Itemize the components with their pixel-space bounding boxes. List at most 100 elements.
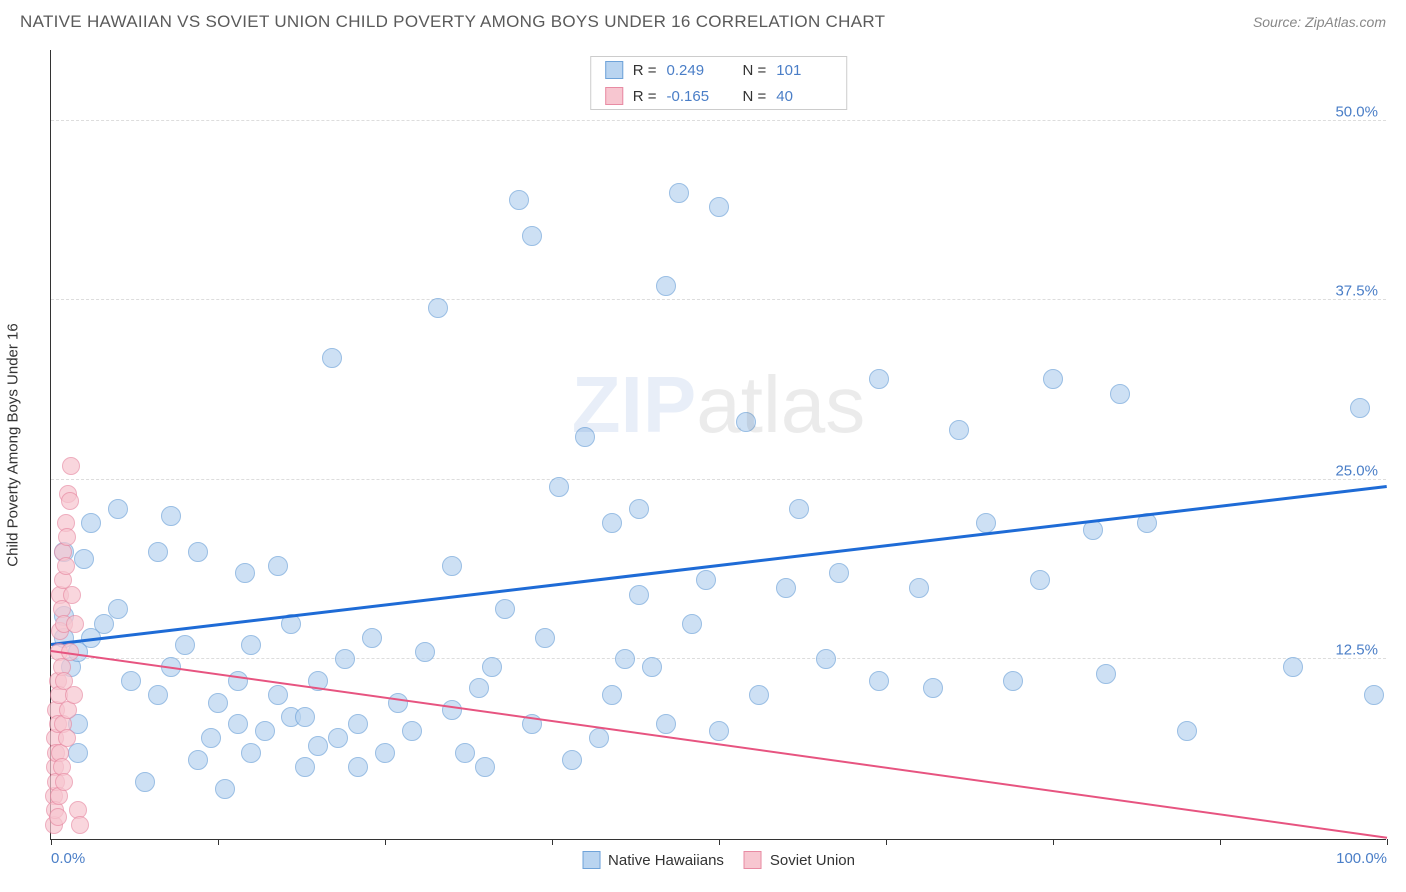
data-point bbox=[589, 728, 609, 748]
data-point bbox=[909, 578, 929, 598]
data-point bbox=[642, 657, 662, 677]
data-point bbox=[71, 816, 89, 834]
x-tick bbox=[51, 839, 52, 845]
data-point bbox=[1043, 369, 1063, 389]
data-point bbox=[475, 757, 495, 777]
data-point bbox=[602, 513, 622, 533]
data-point bbox=[682, 614, 702, 634]
legend-item: Soviet Union bbox=[744, 851, 855, 869]
data-point bbox=[669, 183, 689, 203]
data-point bbox=[776, 578, 796, 598]
data-point bbox=[121, 671, 141, 691]
data-point bbox=[66, 615, 84, 633]
data-point bbox=[869, 671, 889, 691]
data-point bbox=[63, 586, 81, 604]
data-point bbox=[175, 635, 195, 655]
data-point bbox=[135, 772, 155, 792]
data-point bbox=[656, 714, 676, 734]
legend-label: Native Hawaiians bbox=[608, 852, 724, 869]
x-tick bbox=[1220, 839, 1221, 845]
data-point bbox=[1096, 664, 1116, 684]
data-point bbox=[57, 557, 75, 575]
y-tick-label: 12.5% bbox=[1335, 642, 1378, 659]
data-point bbox=[241, 635, 261, 655]
data-point bbox=[1110, 384, 1130, 404]
data-point bbox=[61, 492, 79, 510]
data-point bbox=[709, 721, 729, 741]
data-point bbox=[402, 721, 422, 741]
data-point bbox=[161, 506, 181, 526]
data-point bbox=[442, 700, 462, 720]
data-point bbox=[322, 348, 342, 368]
data-point bbox=[469, 678, 489, 698]
y-tick-label: 37.5% bbox=[1335, 283, 1378, 300]
data-point bbox=[108, 599, 128, 619]
data-point bbox=[49, 808, 67, 826]
data-point bbox=[228, 671, 248, 691]
data-point bbox=[235, 563, 255, 583]
gridline bbox=[51, 120, 1386, 121]
data-point bbox=[522, 226, 542, 246]
data-point bbox=[415, 642, 435, 662]
data-point bbox=[58, 528, 76, 546]
data-point bbox=[58, 729, 76, 747]
data-point bbox=[789, 499, 809, 519]
x-tick bbox=[385, 839, 386, 845]
data-point bbox=[362, 628, 382, 648]
data-point bbox=[709, 197, 729, 217]
data-point bbox=[328, 728, 348, 748]
data-point bbox=[829, 563, 849, 583]
data-point bbox=[255, 721, 275, 741]
y-axis-label: Child Poverty Among Boys Under 16 bbox=[5, 323, 22, 566]
legend-item: Native Hawaiians bbox=[582, 851, 724, 869]
data-point bbox=[869, 369, 889, 389]
gridline bbox=[51, 658, 1386, 659]
data-point bbox=[602, 685, 622, 705]
legend-swatch bbox=[582, 851, 600, 869]
chart-header: NATIVE HAWAIIAN VS SOVIET UNION CHILD PO… bbox=[0, 0, 1406, 40]
r-label: R = bbox=[633, 62, 657, 79]
data-point bbox=[241, 743, 261, 763]
gridline bbox=[51, 299, 1386, 300]
data-point bbox=[575, 427, 595, 447]
legend-swatch bbox=[744, 851, 762, 869]
x-tick bbox=[719, 839, 720, 845]
watermark: ZIPatlas bbox=[572, 359, 865, 451]
data-point bbox=[375, 743, 395, 763]
data-point bbox=[1350, 398, 1370, 418]
x-tick bbox=[1053, 839, 1054, 845]
data-point bbox=[428, 298, 448, 318]
legend-swatch bbox=[605, 61, 623, 79]
legend-row: R =0.249N =101 bbox=[591, 57, 847, 83]
data-point bbox=[295, 707, 315, 727]
x-tick bbox=[218, 839, 219, 845]
data-point bbox=[74, 549, 94, 569]
data-point bbox=[308, 736, 328, 756]
data-point bbox=[949, 420, 969, 440]
x-tick bbox=[1387, 839, 1388, 845]
data-point bbox=[268, 685, 288, 705]
data-point bbox=[549, 477, 569, 497]
data-point bbox=[65, 686, 83, 704]
n-value: 40 bbox=[776, 88, 832, 105]
data-point bbox=[1283, 657, 1303, 677]
y-tick-label: 50.0% bbox=[1335, 103, 1378, 120]
x-tick bbox=[886, 839, 887, 845]
data-point bbox=[629, 585, 649, 605]
x-tick bbox=[552, 839, 553, 845]
legend-swatch bbox=[605, 87, 623, 105]
data-point bbox=[509, 190, 529, 210]
x-tick-label: 0.0% bbox=[51, 850, 85, 867]
data-point bbox=[495, 599, 515, 619]
r-label: R = bbox=[633, 88, 657, 105]
data-point bbox=[535, 628, 555, 648]
data-point bbox=[268, 556, 288, 576]
r-value: 0.249 bbox=[667, 62, 723, 79]
scatter-chart: Child Poverty Among Boys Under 16 ZIPatl… bbox=[50, 50, 1386, 840]
n-value: 101 bbox=[776, 62, 832, 79]
data-point bbox=[736, 412, 756, 432]
data-point bbox=[215, 779, 235, 799]
data-point bbox=[388, 693, 408, 713]
correlation-legend: R =0.249N =101R =-0.165N =40 bbox=[590, 56, 848, 110]
data-point bbox=[201, 728, 221, 748]
